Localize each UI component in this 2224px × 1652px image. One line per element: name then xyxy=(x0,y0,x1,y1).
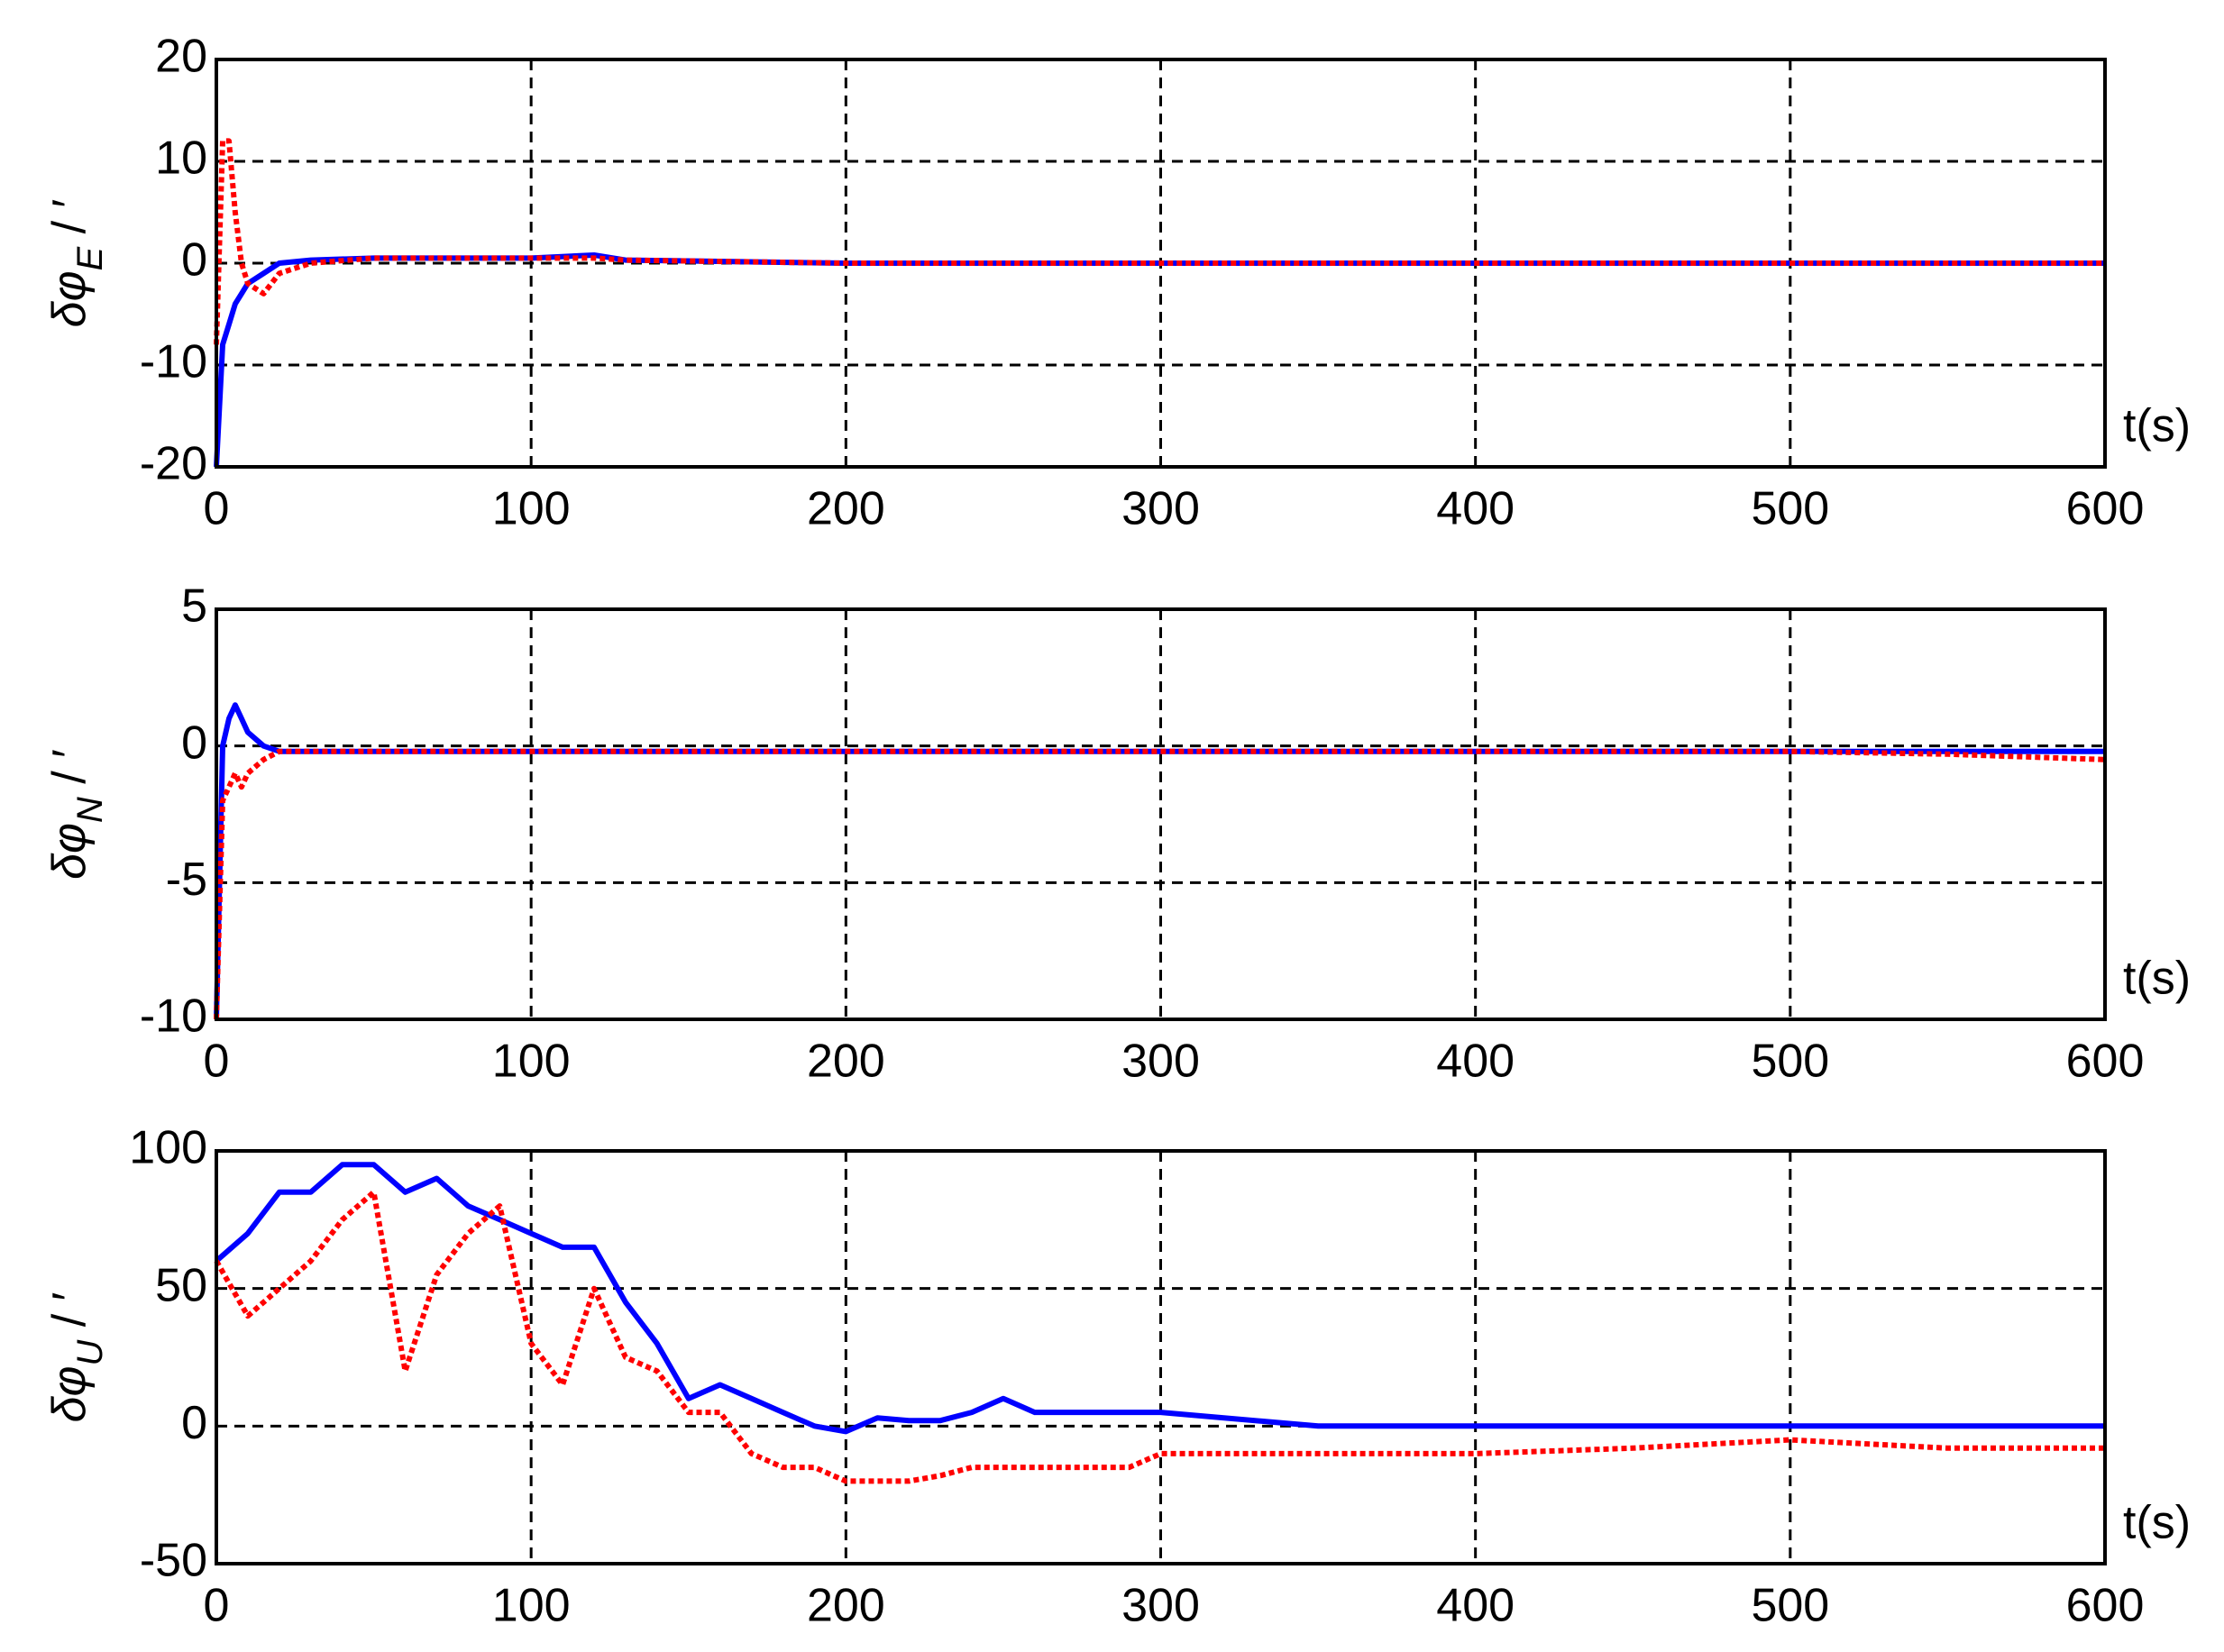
x-tick-label: 300 xyxy=(1121,1036,1200,1088)
series-line xyxy=(215,1162,2105,1435)
x-tick-label: 400 xyxy=(1436,1580,1515,1632)
y-axis-symbol: δφ xyxy=(43,270,96,327)
y-tick-label: -5 xyxy=(166,853,207,906)
y-tick-label: 0 xyxy=(181,716,207,769)
y-axis-subscript: E xyxy=(70,245,110,270)
plot-frame xyxy=(215,607,2107,1021)
x-tick-label: 100 xyxy=(492,1036,571,1088)
x-tick-label: 400 xyxy=(1436,483,1515,535)
y-tick-label: 0 xyxy=(181,234,207,287)
x-axis-label: t(s) xyxy=(2123,953,2191,1005)
series-line xyxy=(214,138,2105,345)
plot-frame xyxy=(215,58,2107,469)
y-tick-label: -20 xyxy=(140,438,207,490)
x-tick-label: 300 xyxy=(1121,1580,1200,1632)
y-axis-label: δφU / ′ xyxy=(43,1292,110,1423)
y-axis-label: δφE / ′ xyxy=(43,199,110,328)
x-tick-label: 400 xyxy=(1436,1036,1515,1088)
y-tick-label: -10 xyxy=(140,336,207,388)
x-axis-label: t(s) xyxy=(2123,1497,2191,1549)
x-tick-label: 500 xyxy=(1751,1036,1829,1088)
y-axis-unit: / ′ xyxy=(43,1292,96,1340)
plot-frame xyxy=(215,1149,2107,1565)
y-tick-label: -50 xyxy=(140,1535,207,1587)
y-tick-label: 10 xyxy=(155,132,207,185)
x-tick-label: 0 xyxy=(204,483,230,535)
y-tick-label: 5 xyxy=(181,580,207,633)
x-tick-label: 0 xyxy=(204,1036,230,1088)
y-axis-symbol: δφ xyxy=(43,823,96,880)
y-tick-label: 0 xyxy=(181,1397,207,1449)
x-tick-label: 500 xyxy=(1751,1580,1829,1632)
x-tick-label: 200 xyxy=(807,1580,885,1632)
x-tick-label: 100 xyxy=(492,483,571,535)
x-tick-label: 100 xyxy=(492,1580,571,1632)
y-tick-label: 20 xyxy=(155,31,207,83)
y-axis-subscript: U xyxy=(70,1339,110,1366)
x-tick-label: 600 xyxy=(2066,1580,2145,1632)
x-axis-label: t(s) xyxy=(2123,400,2191,452)
x-tick-label: 200 xyxy=(807,483,885,535)
x-tick-label: 600 xyxy=(2066,483,2145,535)
y-axis-unit: / ′ xyxy=(43,749,96,797)
y-axis-label: δφN / ′ xyxy=(43,749,110,880)
x-tick-label: 600 xyxy=(2066,1036,2145,1088)
x-tick-label: 300 xyxy=(1121,483,1200,535)
y-axis-unit: / ′ xyxy=(43,199,96,247)
y-tick-label: 100 xyxy=(129,1122,207,1174)
y-tick-label: 50 xyxy=(155,1259,207,1311)
y-axis-symbol: δφ xyxy=(43,1366,96,1423)
x-tick-label: 500 xyxy=(1751,483,1829,535)
y-axis-subscript: N xyxy=(70,797,110,823)
x-tick-label: 200 xyxy=(807,1036,885,1088)
series-line xyxy=(214,1189,2105,1484)
series-line xyxy=(214,748,2106,1020)
x-tick-label: 0 xyxy=(204,1580,230,1632)
y-tick-label: -10 xyxy=(140,990,207,1043)
